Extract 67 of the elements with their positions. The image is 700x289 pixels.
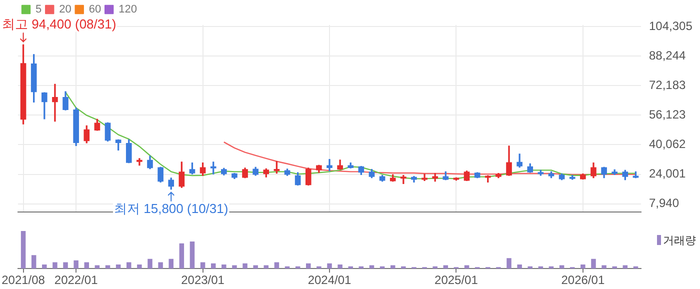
legend-label: 거래량	[662, 234, 696, 248]
bar	[242, 263, 248, 269]
bar	[63, 262, 68, 269]
x-tick-label: 2022/01	[54, 273, 98, 288]
annotation: 최고 94,400 (08/31)	[2, 16, 116, 32]
bar	[401, 266, 406, 269]
bar	[274, 262, 280, 269]
bar	[148, 258, 152, 269]
y-tick-label: 40,062	[649, 137, 686, 152]
bar	[264, 265, 269, 269]
y-tick-label: 88,244	[649, 48, 686, 62]
bar	[158, 262, 163, 269]
bar	[222, 264, 226, 269]
y-tick-label: 7,940	[649, 196, 680, 210]
bar	[580, 264, 586, 269]
bar	[602, 265, 606, 269]
candlestick	[422, 174, 428, 182]
bar	[316, 266, 322, 269]
bar	[84, 262, 90, 269]
bar	[190, 242, 195, 269]
x-tick-label: 2025/01	[434, 273, 478, 288]
y-tick-label: 104,305	[649, 18, 693, 33]
bar	[306, 263, 311, 269]
bar	[116, 264, 121, 269]
bar	[31, 255, 36, 269]
bar	[390, 265, 396, 269]
bar	[464, 265, 470, 269]
bar	[517, 264, 522, 269]
y-tick-label: 56,123	[649, 107, 686, 122]
bar	[369, 265, 374, 269]
bar	[253, 265, 258, 269]
x-tick-label: 2023/01	[181, 273, 225, 288]
legend-label: 120	[118, 4, 137, 16]
bar	[559, 265, 564, 269]
bar	[432, 266, 438, 269]
y-tick-label: 24,001	[649, 166, 686, 181]
candlestick	[326, 159, 332, 172]
bar	[137, 264, 142, 269]
bar	[622, 265, 628, 269]
bar	[232, 265, 237, 269]
bar	[74, 260, 78, 269]
bar	[591, 258, 596, 269]
candlestick	[52, 84, 58, 122]
bar	[612, 266, 617, 269]
bar	[179, 243, 184, 269]
y-tick-label: 72,183	[649, 78, 686, 92]
bar	[20, 231, 26, 269]
bar	[52, 262, 58, 269]
legend-label: 5	[36, 4, 42, 16]
legend-label: 60	[88, 4, 102, 16]
bar	[42, 264, 47, 269]
x-tick-label: 2024/01	[308, 273, 352, 288]
bar	[506, 258, 512, 269]
x-tick-label: 2021/08	[2, 273, 46, 288]
bar	[200, 262, 206, 269]
x-tick-label: 2026/01	[561, 273, 605, 288]
bar	[443, 265, 448, 269]
bar	[168, 258, 174, 269]
bar	[348, 266, 353, 269]
annotation: 최저 15,800 (10/31)	[114, 200, 228, 216]
bar	[327, 263, 332, 269]
bar	[94, 265, 100, 269]
bar	[338, 264, 342, 269]
bar	[105, 265, 110, 269]
bar	[126, 262, 132, 269]
legend-label: 20	[59, 4, 72, 16]
bar	[210, 263, 216, 269]
